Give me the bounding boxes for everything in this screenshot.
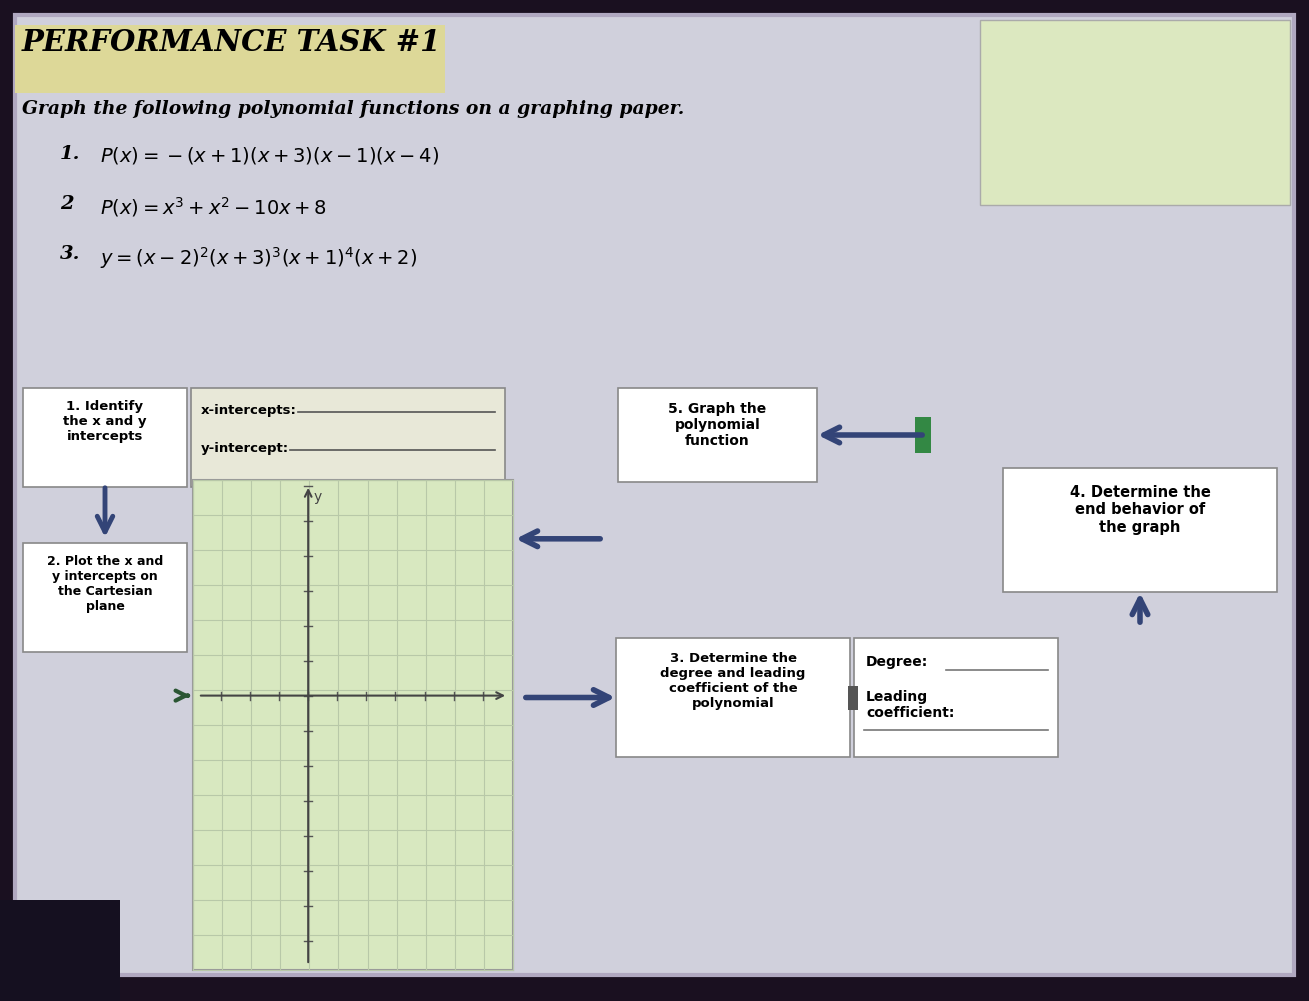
Text: Graph the following polynomial functions on a graphing paper.: Graph the following polynomial functions… [22,100,685,118]
Text: $P(x) = -(x+1)(x+3)(x-1)(x-4)$: $P(x) = -(x+1)(x+3)(x-1)(x-4)$ [99,145,439,166]
Text: Degree:: Degree: [867,655,928,669]
Text: 3.: 3. [60,245,80,263]
FancyBboxPatch shape [915,417,931,453]
FancyBboxPatch shape [980,20,1289,205]
FancyBboxPatch shape [192,480,513,970]
Text: $y = (x-2)^2(x+3)^3(x+1)^4(x+2)$: $y = (x-2)^2(x+3)^3(x+1)^4(x+2)$ [99,245,418,271]
Text: 4. Determine the
end behavior of
the graph: 4. Determine the end behavior of the gra… [1069,485,1211,535]
FancyBboxPatch shape [14,25,445,93]
Text: 3. Determine the
degree and leading
coefficient of the
polynomial: 3. Determine the degree and leading coef… [660,652,805,710]
FancyBboxPatch shape [14,15,1295,975]
Text: x-intercepts:: x-intercepts: [202,404,297,417]
FancyBboxPatch shape [24,388,187,487]
Text: y: y [313,490,322,504]
FancyBboxPatch shape [191,388,505,487]
Text: 1.: 1. [60,145,80,163]
Text: PERFORMANCE TASK #1: PERFORMANCE TASK #1 [22,28,441,57]
Text: 2: 2 [60,195,73,213]
Text: Leading
coefficient:: Leading coefficient: [867,690,954,720]
FancyBboxPatch shape [0,900,120,1001]
FancyBboxPatch shape [617,638,850,757]
FancyBboxPatch shape [853,638,1058,757]
FancyBboxPatch shape [848,686,857,710]
FancyBboxPatch shape [24,543,187,652]
Text: $P(x) = x^3 + x^2 - 10x + 8$: $P(x) = x^3 + x^2 - 10x + 8$ [99,195,327,219]
FancyBboxPatch shape [1003,468,1278,592]
Text: 5. Graph the
polynomial
function: 5. Graph the polynomial function [669,402,767,448]
FancyBboxPatch shape [618,388,817,482]
Text: y-intercept:: y-intercept: [202,442,289,455]
Text: 2. Plot the x and
y intercepts on
the Cartesian
plane: 2. Plot the x and y intercepts on the Ca… [47,555,164,613]
Text: 1. Identify
the x and y
intercepts: 1. Identify the x and y intercepts [63,400,147,443]
